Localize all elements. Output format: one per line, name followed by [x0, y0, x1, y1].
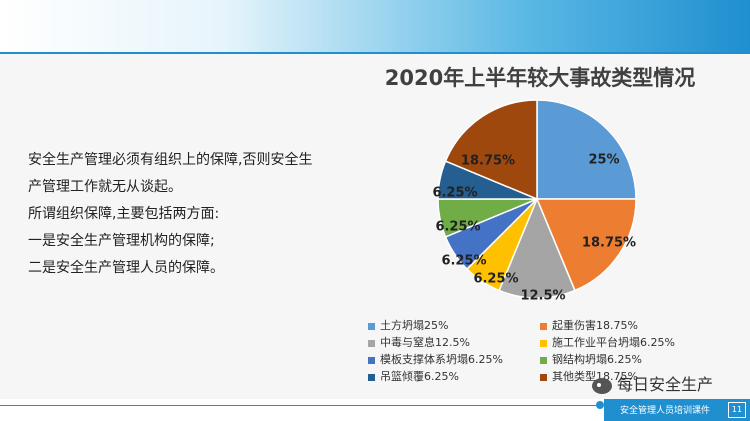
legend-label: 中毒与窒息12.5%: [380, 336, 470, 349]
legend-swatch: [368, 373, 375, 381]
legend-label: 钢结构坍塌6.25%: [552, 353, 642, 366]
legend-swatch: [540, 339, 547, 347]
slice-label: 18.75%: [461, 154, 515, 169]
legend-swatch: [368, 322, 375, 330]
legend-swatch: [368, 356, 375, 364]
legend-item: 模板支撑体系坍塌6.25%: [368, 351, 503, 367]
header-divider: [0, 52, 750, 54]
pie-slice: [444, 99, 538, 201]
legend-label: 模板支撑体系坍塌6.25%: [380, 353, 503, 366]
body-text: 安全生产管理必须有组织上的保障,否则安全生 产管理工作就无从谈起。 所谓组织保障…: [28, 147, 368, 282]
legend-item: 钢结构坍塌6.25%: [540, 351, 642, 367]
pie-slice: [536, 99, 637, 200]
legend-label: 土方坍塌25%: [380, 319, 449, 332]
body-line: 一是安全生产管理机构的保障;: [28, 233, 215, 249]
slice-label: 6.25%: [432, 186, 477, 201]
body-line: 所谓组织保障,主要包括两方面:: [28, 206, 220, 222]
slice-label: 6.25%: [473, 272, 518, 287]
footer-bar: [604, 399, 750, 421]
header-bar: [0, 0, 750, 52]
legend-swatch: [540, 373, 547, 381]
watermark: 每日安全生产: [592, 371, 713, 395]
legend-item: 施工作业平台坍塌6.25%: [540, 334, 675, 350]
wechat-icon: [592, 377, 612, 394]
legend-swatch: [540, 322, 547, 330]
footer-dot: [596, 401, 604, 409]
body-line: 二是安全生产管理人员的保障。: [28, 260, 224, 276]
body-line: 产管理工作就无从谈起。: [28, 179, 182, 195]
legend-item: 吊篮倾覆6.25%: [368, 368, 459, 384]
legend-item: 其他类型18.75%: [540, 368, 638, 384]
slice-label: 6.25%: [435, 220, 480, 235]
legend-label: 其他类型18.75%: [552, 370, 638, 383]
slice-label: 6.25%: [441, 254, 486, 269]
body-line: 安全生产管理必须有组织上的保障,否则安全生: [28, 152, 313, 168]
pie-slice: [498, 197, 576, 299]
page-number: 11: [728, 402, 746, 418]
legend-item: 起重伤害18.75%: [540, 317, 638, 333]
legend-label: 施工作业平台坍塌6.25%: [552, 336, 675, 349]
legend-label: 吊篮倾覆6.25%: [380, 370, 459, 383]
legend-swatch: [368, 339, 375, 347]
legend-item: 中毒与窒息12.5%: [368, 334, 470, 350]
slice-label: 25%: [588, 153, 619, 168]
footer-line: [0, 405, 600, 406]
chart-title: 2020年上半年较大事故类型情况: [384, 66, 696, 90]
slice-label: 12.5%: [520, 289, 565, 304]
watermark-text: 每日安全生产: [617, 375, 714, 394]
slice-label: 18.75%: [582, 236, 636, 251]
legend-swatch: [540, 356, 547, 364]
pie-slice: [535, 198, 637, 292]
legend-item: 土方坍塌25%: [368, 317, 448, 333]
footer-text: 安全管理人员培训课件: [620, 406, 711, 416]
legend-label: 起重伤害18.75%: [552, 319, 638, 332]
